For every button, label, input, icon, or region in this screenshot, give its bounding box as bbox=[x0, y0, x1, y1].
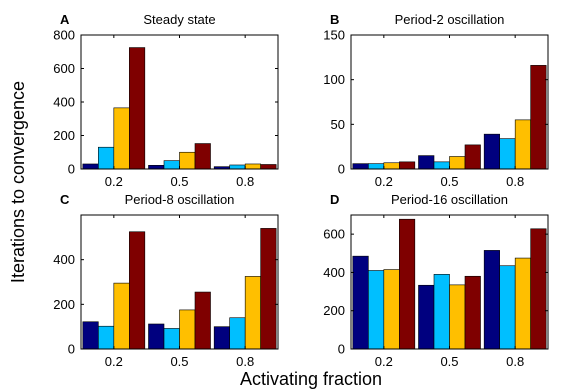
bar bbox=[179, 151, 196, 170]
bar bbox=[260, 164, 277, 170]
y-tick-label: 100 bbox=[323, 72, 345, 87]
x-tick-label: 0.5 bbox=[440, 174, 458, 189]
y-tick-label: 200 bbox=[323, 303, 345, 318]
panel-title: Period-16 oscillation bbox=[391, 192, 508, 207]
bar bbox=[499, 138, 516, 170]
panel-letter: B bbox=[330, 12, 339, 27]
bar bbox=[148, 165, 165, 170]
y-tick-label: 400 bbox=[53, 95, 75, 110]
axes-frame bbox=[350, 34, 549, 170]
bar bbox=[98, 325, 115, 350]
bar bbox=[499, 265, 516, 350]
y-tick-label: 600 bbox=[323, 227, 345, 242]
axes-frame bbox=[80, 34, 279, 170]
y-axis-label: Iterations to convergence bbox=[8, 81, 28, 283]
y-tick-label: 600 bbox=[53, 61, 75, 76]
bar bbox=[244, 163, 261, 170]
bar bbox=[530, 65, 547, 170]
bar bbox=[129, 47, 146, 170]
panel-letter: D bbox=[330, 192, 339, 207]
x-tick-label: 0.5 bbox=[170, 174, 188, 189]
y-tick-label: 400 bbox=[53, 252, 75, 267]
bar bbox=[483, 133, 500, 170]
bar bbox=[113, 282, 130, 350]
axes-frame bbox=[80, 214, 279, 350]
bar bbox=[148, 323, 165, 350]
bar bbox=[418, 284, 435, 350]
bar bbox=[98, 146, 115, 170]
axes-frame bbox=[350, 214, 549, 350]
bar bbox=[449, 156, 466, 170]
bar bbox=[399, 161, 416, 170]
y-tick-label: 0 bbox=[338, 342, 345, 357]
bar bbox=[399, 218, 416, 350]
y-tick-label: 0 bbox=[338, 162, 345, 177]
bar bbox=[244, 276, 261, 350]
bar bbox=[449, 284, 466, 350]
x-tick-label: 0.5 bbox=[440, 354, 458, 369]
panel-D: 0.2 0.5 0.8 0 200 400 600 D Period-16 oscillatio… bbox=[323, 192, 549, 369]
x-tick-label: 0.2 bbox=[375, 354, 393, 369]
y-tick-label: 200 bbox=[53, 128, 75, 143]
bar bbox=[163, 328, 180, 350]
bar bbox=[433, 274, 450, 350]
panel-title: Steady state bbox=[143, 12, 215, 27]
bar bbox=[433, 161, 450, 170]
y-tick-label: 200 bbox=[53, 297, 75, 312]
panel-letter: A bbox=[60, 12, 70, 27]
x-tick-label: 0.8 bbox=[506, 174, 524, 189]
panel-title: Period-8 oscillation bbox=[125, 192, 235, 207]
x-tick-label: 0.5 bbox=[170, 354, 188, 369]
bar bbox=[113, 107, 130, 170]
x-axis-label: Activating fraction bbox=[240, 369, 382, 389]
y-tick-label: 0 bbox=[68, 162, 75, 177]
y-tick-label: 400 bbox=[323, 265, 345, 280]
panel-title: Period-2 oscillation bbox=[395, 12, 505, 27]
bar bbox=[213, 326, 230, 350]
bar bbox=[163, 160, 180, 170]
bar bbox=[368, 270, 385, 350]
bar bbox=[464, 144, 481, 170]
bar bbox=[260, 228, 277, 350]
bar bbox=[82, 163, 99, 170]
x-tick-label: 0.2 bbox=[375, 174, 393, 189]
bar bbox=[82, 321, 99, 350]
y-tick-label: 800 bbox=[53, 28, 75, 43]
bar bbox=[229, 317, 246, 350]
bar bbox=[129, 231, 146, 350]
x-tick-label: 0.8 bbox=[236, 174, 254, 189]
bar bbox=[383, 162, 400, 170]
bar bbox=[194, 143, 211, 170]
bar bbox=[179, 309, 196, 350]
bar bbox=[194, 291, 211, 350]
bar bbox=[514, 119, 531, 170]
x-tick-label: 0.8 bbox=[236, 354, 254, 369]
bar bbox=[530, 228, 547, 350]
x-tick-label: 0.8 bbox=[506, 354, 524, 369]
x-tick-label: 0.2 bbox=[105, 174, 123, 189]
bar bbox=[418, 155, 435, 170]
panel-C: 0.2 0.5 0.8 0 200 400 C Period-8 oscillation bbox=[53, 192, 279, 369]
bar bbox=[229, 164, 246, 170]
x-tick-label: 0.2 bbox=[105, 354, 123, 369]
bar bbox=[352, 255, 369, 350]
bar bbox=[514, 257, 531, 350]
y-tick-label: 0 bbox=[68, 342, 75, 357]
bar bbox=[464, 275, 481, 350]
panel-letter: C bbox=[60, 192, 70, 207]
y-tick-label: 50 bbox=[331, 117, 345, 132]
bar bbox=[368, 163, 385, 170]
bar bbox=[352, 163, 369, 170]
bar bbox=[483, 250, 500, 350]
y-tick-label: 150 bbox=[323, 28, 345, 43]
bar bbox=[383, 269, 400, 350]
